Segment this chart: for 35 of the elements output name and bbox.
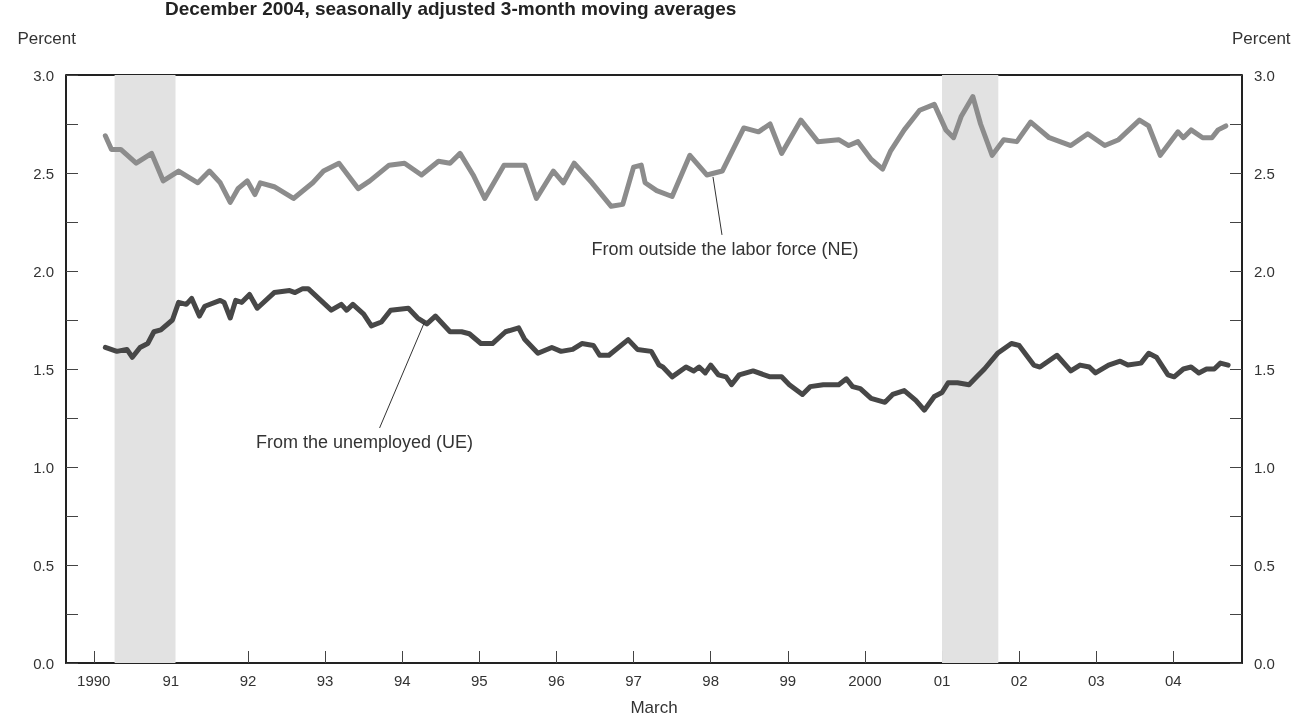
chart-title: December 2004, seasonally adjusted 3-month moving averages (165, 0, 737, 19)
x-tick-label: 98 (702, 672, 720, 689)
x-axis-title: March (630, 698, 678, 717)
y2-tick-label: 2.0 (1254, 262, 1275, 280)
x-tick-label: 96 (548, 672, 565, 689)
x-tick-label: 1990 (77, 672, 111, 689)
y-tick-label: 3.0 (33, 66, 54, 84)
y-tick-label: 2.0 (33, 262, 54, 280)
x-tick-label: 94 (393, 672, 411, 689)
x-tick-label: 97 (625, 672, 642, 689)
y-tick-label: 0.0 (33, 654, 54, 672)
x-tick-label: 01 (933, 672, 951, 689)
x-tick-label: 91 (162, 672, 180, 689)
y2-tick-label: 1.0 (1254, 458, 1275, 476)
x-tick-label: 2000 (848, 672, 882, 689)
y-tick-label: 2.5 (33, 164, 54, 182)
y2-tick-label: 0.0 (1254, 654, 1275, 672)
y2-tick-label: 1.5 (1254, 360, 1275, 378)
x-tick-label: 99 (779, 672, 797, 689)
y2-tick-label: 2.5 (1254, 164, 1275, 182)
y2-tick-label: 3.0 (1254, 66, 1275, 84)
x-tick-label: 93 (316, 672, 334, 689)
y2-tick-label: 0.5 (1254, 556, 1275, 574)
y-tick-label: 1.5 (33, 360, 54, 378)
y-tick-label: 1.0 (33, 458, 54, 476)
y-tick-label: 0.5 (33, 556, 54, 574)
x-tick-label: 03 (1087, 672, 1105, 689)
x-tick-label: 02 (1010, 672, 1028, 689)
x-tick-label: 04 (1165, 672, 1182, 689)
x-tick-label: 92 (239, 672, 257, 689)
y2-axis-title: Percent (1232, 29, 1291, 48)
y-axis-title: Percent (17, 29, 77, 48)
annotation: From the unemployed (UE) (256, 431, 474, 452)
x-tick-label: 95 (470, 672, 488, 689)
annotation: From outside the labor force (NE) (591, 238, 859, 259)
